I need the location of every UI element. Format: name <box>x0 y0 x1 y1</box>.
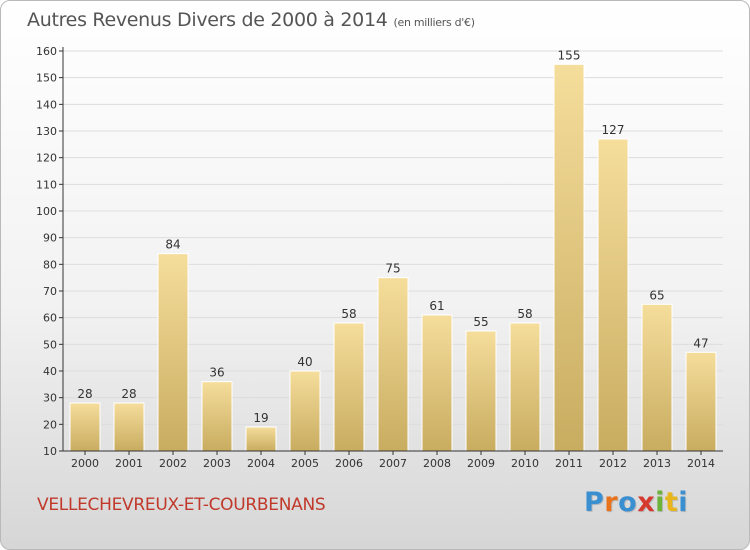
bar-2001 <box>113 402 145 452</box>
chart-title: Autres Revenus Divers de 2000 à 2014 (en … <box>27 9 475 31</box>
bar-2006 <box>333 322 365 452</box>
x-tick-label-2001: 2001 <box>115 457 143 470</box>
bar-2002 <box>157 253 189 452</box>
x-tick-label-2011: 2011 <box>555 457 583 470</box>
data-label-2000: 28 <box>77 387 92 401</box>
data-label-2014: 47 <box>693 336 708 350</box>
bar-2010 <box>509 322 541 452</box>
y-tick-label: 110 <box>36 178 57 191</box>
data-label-2001: 28 <box>121 387 136 401</box>
x-tick-label-2000: 2000 <box>71 457 99 470</box>
y-tick-label: 10 <box>43 445 57 458</box>
bar-2009 <box>465 330 497 452</box>
x-tick-label-2004: 2004 <box>247 457 275 470</box>
data-label-2010: 58 <box>517 307 532 321</box>
y-tick-label: 140 <box>36 98 57 111</box>
data-label-2012: 127 <box>602 123 625 137</box>
y-tick-label: 120 <box>36 152 57 165</box>
y-tick-label: 150 <box>36 72 57 85</box>
bar-2014 <box>685 351 717 452</box>
x-tick-label-2002: 2002 <box>159 457 187 470</box>
x-tick-label-2012: 2012 <box>599 457 627 470</box>
bar-2013 <box>641 303 673 452</box>
x-tick-label-2006: 2006 <box>335 457 363 470</box>
data-label-2006: 58 <box>341 307 356 321</box>
data-label-2002: 84 <box>165 238 180 252</box>
logo-letter: t <box>664 487 679 518</box>
logo-letter: x <box>637 487 656 518</box>
y-tick-label: 160 <box>36 45 57 58</box>
bar-2011 <box>553 63 585 452</box>
logo-letter: i <box>655 487 665 518</box>
x-tick-label-2014: 2014 <box>687 457 715 470</box>
x-tick-label-2010: 2010 <box>511 457 539 470</box>
data-label-2008: 61 <box>429 299 444 313</box>
y-tick-label: 60 <box>43 312 57 325</box>
y-tick-label: 40 <box>43 365 57 378</box>
bar-2012 <box>597 138 629 452</box>
data-label-2009: 55 <box>473 315 488 329</box>
logo-letter: i <box>678 487 689 518</box>
chart-title-main: Autres Revenus Divers de 2000 à 2014 <box>27 9 388 31</box>
bar-2007 <box>377 277 409 452</box>
x-tick-label-2003: 2003 <box>203 457 231 470</box>
y-tick-label: 70 <box>43 285 57 298</box>
logo-letter: P <box>584 487 605 518</box>
chart-title-unit: (en milliers d'€) <box>393 16 475 29</box>
bar-2004 <box>245 426 277 452</box>
bar-2003 <box>201 381 233 452</box>
x-tick-label-2008: 2008 <box>423 457 451 470</box>
data-label-2004: 19 <box>253 411 268 425</box>
bar-2008 <box>421 314 453 452</box>
y-tick-label: 100 <box>36 205 57 218</box>
bar-2005 <box>289 370 321 452</box>
y-tick-label: 130 <box>36 125 57 138</box>
data-label-2013: 65 <box>649 288 664 302</box>
bar-2000 <box>69 402 101 452</box>
data-label-2003: 36 <box>209 366 224 380</box>
y-tick-label: 20 <box>43 418 57 431</box>
logo-letter: r <box>604 487 619 518</box>
x-tick-label-2005: 2005 <box>291 457 319 470</box>
data-label-2011: 155 <box>558 48 581 62</box>
y-tick-label: 80 <box>43 258 57 271</box>
y-tick-label: 50 <box>43 338 57 351</box>
x-tick-label-2009: 2009 <box>467 457 495 470</box>
logo-letter: o <box>618 487 638 518</box>
x-tick-label-2013: 2013 <box>643 457 671 470</box>
proxiti-logo: Proxiti <box>584 487 688 518</box>
y-tick-label: 30 <box>43 392 57 405</box>
y-tick-label: 90 <box>43 232 57 245</box>
data-label-2005: 40 <box>297 355 312 369</box>
commune-name: VELLECHEVREUX-ET-COURBENANS <box>37 495 326 515</box>
x-tick-label-2007: 2007 <box>379 457 407 470</box>
data-label-2007: 75 <box>385 262 400 276</box>
